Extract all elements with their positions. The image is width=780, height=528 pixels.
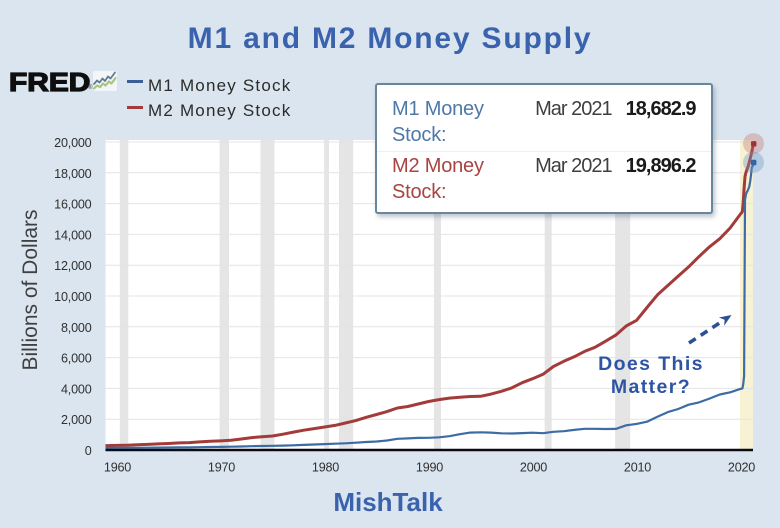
svg-text:2020: 2020: [728, 460, 755, 474]
svg-text:1990: 1990: [416, 460, 443, 474]
svg-text:6,000: 6,000: [61, 352, 92, 366]
svg-text:12,000: 12,000: [54, 259, 92, 273]
svg-text:1970: 1970: [208, 460, 235, 474]
svg-text:10,000: 10,000: [54, 290, 92, 304]
svg-text:8,000: 8,000: [61, 321, 92, 335]
svg-text:0: 0: [85, 444, 92, 458]
svg-text:1960: 1960: [104, 460, 131, 474]
svg-text:14,000: 14,000: [54, 228, 92, 242]
svg-text:20,000: 20,000: [54, 136, 92, 150]
svg-text:2000: 2000: [520, 460, 547, 474]
svg-text:18,000: 18,000: [54, 167, 92, 181]
svg-text:2010: 2010: [624, 460, 651, 474]
svg-text:4,000: 4,000: [61, 382, 92, 396]
svg-text:16,000: 16,000: [54, 198, 92, 212]
svg-text:1980: 1980: [312, 460, 339, 474]
svg-text:2,000: 2,000: [61, 413, 92, 427]
